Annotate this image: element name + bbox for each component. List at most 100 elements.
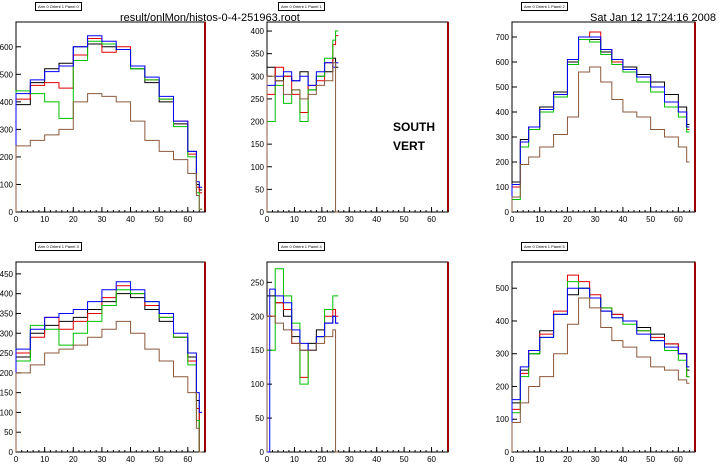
- timestamp: Sat Jan 12 17:24:16 2008: [590, 12, 716, 24]
- annotation-vert: VERT: [393, 139, 426, 153]
- x-tick-label: 20: [563, 455, 572, 464]
- y-tick-label: 300: [251, 72, 265, 81]
- y-tick-label: 0: [505, 448, 510, 457]
- y-tick-label: 200: [251, 118, 265, 127]
- y-tick-label: 400: [496, 317, 510, 326]
- x-tick-label: 50: [646, 215, 655, 224]
- y-tick-label: 0: [9, 208, 14, 217]
- series-red: [511, 31, 690, 212]
- series-black: [15, 43, 203, 212]
- y-tick-label: 300: [496, 350, 510, 359]
- y-tick-label: 300: [0, 125, 14, 134]
- y-tick-label: 50: [255, 185, 264, 194]
- series-brown: [511, 66, 690, 212]
- x-tick-label: 50: [155, 215, 164, 224]
- x-tick-label: 50: [400, 215, 409, 224]
- y-tick-label: 400: [496, 108, 510, 117]
- panel-5-tab[interactable]: Arm 0 Orient 1 Panel 5: [521, 242, 568, 251]
- series-green: [266, 268, 339, 452]
- y-tick-label: 300: [496, 133, 510, 142]
- y-tick-label: 50: [4, 428, 13, 437]
- x-tick-label: 10: [40, 455, 49, 464]
- file-title: result/onlMon/histos-0-4-251963.root: [120, 12, 300, 24]
- x-tick-label: 20: [563, 215, 572, 224]
- series-black: [15, 293, 203, 453]
- series-green: [511, 39, 690, 212]
- plot-frame: [511, 261, 696, 453]
- x-tick-label: 10: [290, 455, 299, 464]
- series-red: [15, 38, 203, 212]
- series-black: [511, 39, 690, 212]
- x-tick-label: 60: [427, 215, 436, 224]
- y-tick-label: 100: [496, 415, 510, 424]
- series-blue: [15, 281, 203, 452]
- series-green: [266, 30, 339, 212]
- x-tick-label: 0: [14, 215, 19, 224]
- histogram-panel-1: 0 10 20 30 40 50 60 0 50 100 150 200 250 300 350 400: [251, 21, 449, 224]
- y-tick-label: 400: [251, 27, 265, 36]
- y-tick-label: 200: [0, 369, 14, 378]
- panel-0-tab[interactable]: Arm 0 Orient 1 Panel 0: [35, 2, 82, 11]
- y-tick-label: 700: [496, 33, 510, 42]
- y-tick-label: 50: [255, 414, 264, 423]
- x-tick-label: 10: [535, 455, 544, 464]
- panel-2-tab[interactable]: Arm 0 Orient 1 Panel 2: [521, 2, 568, 11]
- x-tick-label: 60: [674, 455, 683, 464]
- y-tick-label: 350: [0, 309, 14, 318]
- y-tick-label: 200: [496, 382, 510, 391]
- x-tick-label: 20: [69, 215, 78, 224]
- y-tick-label: 150: [251, 346, 265, 355]
- y-tick-label: 150: [0, 389, 14, 398]
- x-tick-label: 30: [97, 455, 106, 464]
- x-tick-label: 30: [591, 215, 600, 224]
- series-green: [15, 289, 203, 453]
- y-tick-label: 250: [251, 95, 265, 104]
- x-tick-label: 0: [510, 215, 515, 224]
- x-tick-label: 60: [183, 455, 192, 464]
- series-blue: [15, 35, 203, 212]
- x-tick-label: 10: [290, 215, 299, 224]
- y-tick-label: 0: [260, 448, 265, 457]
- x-tick-label: 30: [345, 215, 354, 224]
- x-tick-label: 50: [155, 455, 164, 464]
- panel-1-tab[interactable]: Arm 0 Orient 1 Panel 1: [278, 2, 325, 11]
- x-tick-label: 30: [97, 215, 106, 224]
- y-tick-label: 600: [0, 43, 14, 52]
- plot-frame: [266, 21, 449, 213]
- series-red: [266, 35, 339, 212]
- y-tick-label: 400: [0, 290, 14, 299]
- x-tick-label: 60: [674, 215, 683, 224]
- histogram-panel-3: 0 10 20 30 40 50 60 0 50 100 150 200 250 300 350 400 450: [0, 261, 206, 464]
- y-tick-label: 250: [0, 349, 14, 358]
- series-black: [266, 295, 339, 452]
- y-tick-label: 100: [251, 380, 265, 389]
- x-tick-label: 40: [618, 455, 627, 464]
- y-tick-label: 0: [9, 448, 14, 457]
- x-tick-label: 40: [618, 215, 627, 224]
- plot-frame: [266, 261, 449, 453]
- y-tick-label: 500: [496, 284, 510, 293]
- panel-3-tab[interactable]: Arm 0 Orient 1 Panel 3: [35, 242, 82, 251]
- y-tick-label: 450: [0, 270, 14, 279]
- plot-frame: [15, 21, 206, 213]
- series-brown: [266, 62, 339, 213]
- x-tick-label: 20: [69, 455, 78, 464]
- x-tick-label: 0: [510, 455, 515, 464]
- series-brown: [511, 297, 690, 452]
- y-tick-label: 500: [496, 83, 510, 92]
- panel-4-tab[interactable]: Arm 0 Orient 1 Panel 4: [278, 242, 325, 251]
- x-tick-label: 40: [372, 215, 381, 224]
- y-tick-label: 200: [496, 158, 510, 167]
- series-red: [266, 302, 339, 452]
- series-blue: [511, 36, 690, 212]
- x-tick-label: 20: [317, 455, 326, 464]
- y-tick-label: 200: [251, 312, 265, 321]
- x-tick-label: 30: [591, 455, 600, 464]
- series-blue: [511, 287, 690, 452]
- annotation-south: SOUTH: [393, 120, 435, 134]
- y-tick-label: 0: [260, 208, 265, 217]
- series-blue: [267, 288, 339, 453]
